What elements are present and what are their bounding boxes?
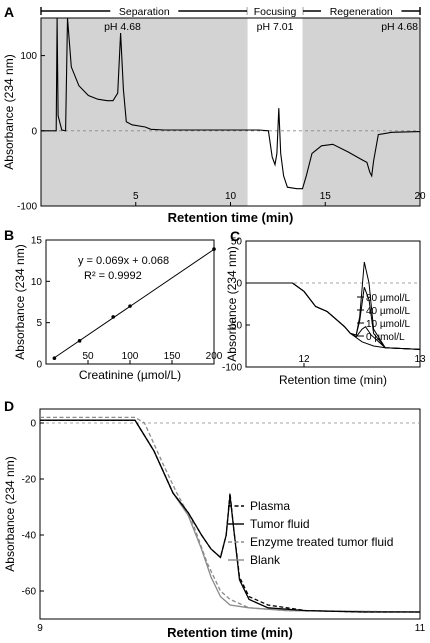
y-tick-label: 0 [36,360,42,371]
x-tick-label: 15 [320,191,332,202]
legend-label: Tumor fluid [250,517,310,531]
x-tick-label: 150 [164,351,181,362]
x-tick-label: 200 [206,351,223,362]
panel-d: 0 -20 -40 -60 9 11 Plasma Tumor fluid Enzyme tre… [3,398,426,640]
y-tick-label: -40 [22,531,37,542]
phase-name: Separation [119,6,170,18]
legend-label: 0 µmol/L [366,332,405,343]
x-axis-title: Retention time (min) [168,210,294,225]
y-tick-label: 10 [31,277,43,288]
phase-name: Regeneration [330,6,393,18]
y-tick-label: 15 [31,236,43,247]
phase-ph: pH 7.01 [257,21,294,33]
phase-label-bg [110,4,179,17]
trace-d [40,416,421,613]
data-point [77,339,82,343]
panel-label-c: C [230,228,240,244]
panel-c: -100 -50 0 50 12 13 80 µmol/L 40 µmol/L 10 µmol/… [222,228,426,387]
phase-band [41,18,248,206]
y-tick-label: -100 [17,202,37,213]
y-axis-title: Absorbance (234 nm) [2,54,16,169]
y-tick-label: 0 [30,419,36,430]
phase-band [302,18,420,206]
x-axis-title: Retention time (min) [167,625,293,640]
y-tick-label: 100 [20,51,37,62]
legend-label: Blank [250,553,281,567]
panel-label-a: A [4,4,14,20]
data-point [128,304,132,308]
y-tick-label: 0 [31,126,37,137]
x-tick-label: 5 [133,191,139,202]
phase-label-bg [321,4,402,17]
trace-a [41,17,421,190]
trace-d [40,419,421,613]
y-tick-label: 5 [36,318,42,329]
y-tick-label: -20 [22,475,37,486]
trace-d [40,419,420,613]
phase-name: Focusing [254,6,297,18]
y-axis-title: Absorbance (234 nm) [3,456,17,571]
x-tick-label: 10 [225,191,237,202]
x-tick-label: 12 [298,354,310,365]
data-point [111,315,115,319]
x-tick-label: 100 [122,351,139,362]
legend-label: 40 µmol/L [366,306,411,317]
legend-label: Plasma [250,499,290,513]
y-tick-label: 50 [231,237,243,248]
trace-d [40,419,420,613]
y-axis-title: Absorbance (234 nm) [13,244,27,359]
legend-label: 10 µmol/L [366,319,411,330]
data-point [52,356,57,361]
phase-ph: pH 4.68 [381,21,418,33]
y-tick-label: -50 [228,321,243,332]
panel-label-d: D [4,398,14,414]
x-tick-label: 11 [415,623,426,634]
panel-label-b: B [4,227,14,243]
x-tick-label: 20 [414,191,426,202]
y-tick-label: -100 [222,363,242,374]
y-tick-label: -60 [22,587,37,598]
fit-equation: y = 0.069x + 0.068 [78,255,169,267]
phase-ph: pH 4.68 [104,21,141,33]
plot-frame [39,408,421,620]
plot-frame [245,240,421,368]
panel-b: 0 5 10 15 50 100 150 200 y = 0.069x + 0.068 R² = … [4,227,223,382]
fit-r2: R² = 0.9992 [84,270,142,282]
x-axis-title: Creatinine (µmol/L) [79,368,181,382]
legend-label: 80 µmol/L [366,293,411,304]
legend-label: Enzyme treated tumor fluid [250,535,393,549]
y-axis-title: Absorbance (234 nm) [225,246,239,361]
phase-label-bg [247,4,303,17]
fit-line [54,248,215,359]
x-axis-title: Retention time (min) [279,373,387,387]
panel-a: Separation pH 4.68 Focusing pH 7.01 Regenera… [2,4,426,225]
x-tick-label: 50 [82,351,94,362]
x-tick-label: 13 [414,354,426,365]
data-point [212,247,216,251]
trace-c [246,282,421,350]
y-tick-label: 0 [236,279,242,290]
x-tick-label: 9 [37,623,43,634]
